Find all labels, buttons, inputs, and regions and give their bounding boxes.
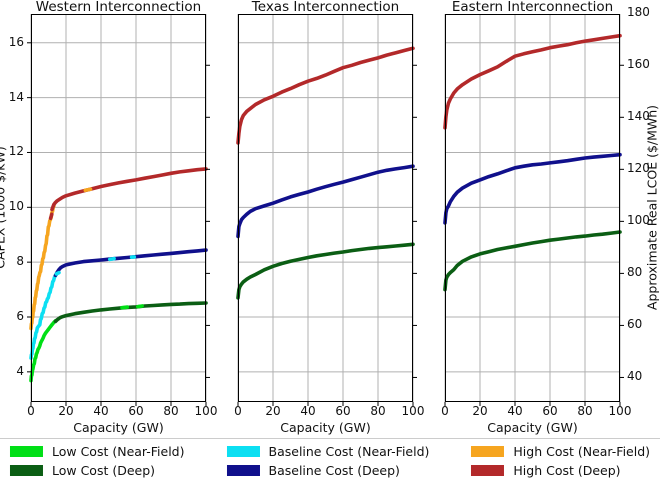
y-tick-label-lcoe: 140 bbox=[627, 109, 650, 124]
series-high-cost-deep bbox=[443, 33, 622, 130]
x-tick-label: 20 bbox=[265, 404, 281, 418]
panel-title-eastern: Eastern Interconnection bbox=[451, 0, 614, 15]
y-axis-label-lcoe: Approximate Real LCOE ($/MWh) bbox=[644, 104, 660, 311]
y-tick-label-capex: 14 bbox=[8, 89, 24, 104]
legend-label: High Cost (Near-Field) bbox=[513, 444, 651, 459]
x-tick-label: 0 bbox=[441, 404, 449, 418]
legend-item-baseline-deep: Baseline Cost (Deep) bbox=[226, 463, 430, 478]
x-axis-label-western: Capacity (GW) bbox=[73, 420, 164, 435]
y-tick-label-lcoe: 180 bbox=[627, 5, 650, 20]
panel-2 bbox=[443, 14, 624, 406]
y-tick-label-lcoe: 80 bbox=[627, 265, 643, 280]
legend-swatch-low-near bbox=[9, 446, 43, 457]
y-tick-label-capex: 4 bbox=[16, 363, 24, 378]
series-overlay-dash bbox=[54, 270, 61, 276]
legend-item-low-deep: Low Cost (Deep) bbox=[9, 463, 185, 478]
series-high-cost-deep bbox=[50, 167, 208, 212]
legend-label: High Cost (Deep) bbox=[513, 463, 621, 478]
legend-swatch-high-deep bbox=[471, 465, 505, 476]
series-high-cost-deep bbox=[236, 46, 415, 145]
series-baseline-cost-deep bbox=[53, 248, 208, 278]
y-axis-label-capex: CAPEX (1000 $/kW) bbox=[0, 146, 8, 269]
x-tick-label: 40 bbox=[300, 404, 316, 418]
x-tick-label: 60 bbox=[335, 404, 351, 418]
legend-swatch-baseline-near bbox=[226, 446, 260, 457]
x-tick-label: 100 bbox=[608, 404, 632, 418]
x-tick-label: 80 bbox=[370, 404, 386, 418]
series-low-cost-deep bbox=[443, 230, 622, 292]
y-tick-label-lcoe: 100 bbox=[627, 213, 650, 228]
legend-label: Baseline Cost (Deep) bbox=[268, 463, 400, 478]
y-tick-label-capex: 8 bbox=[16, 254, 24, 269]
axes-spines bbox=[31, 14, 206, 402]
x-tick-label: 80 bbox=[577, 404, 593, 418]
x-tick-label: 100 bbox=[401, 404, 425, 418]
y-tick-label-lcoe: 160 bbox=[627, 57, 650, 72]
legend-item-high-deep: High Cost (Deep) bbox=[471, 463, 650, 478]
x-tick-label: 100 bbox=[194, 404, 218, 418]
y-tick-label-lcoe: 60 bbox=[627, 317, 643, 332]
series-high-cost-near-field bbox=[29, 204, 56, 331]
panel-0 bbox=[27, 14, 210, 406]
panel-title-western: Western Interconnection bbox=[35, 0, 202, 15]
axes-spines bbox=[238, 14, 413, 402]
series-overlay-dash bbox=[108, 256, 116, 262]
x-axis-label-eastern: Capacity (GW) bbox=[487, 420, 578, 435]
legend: Low Cost (Near-Field) Low Cost (Deep) Ba… bbox=[0, 438, 660, 479]
series-low-cost-deep bbox=[53, 301, 208, 324]
x-tick-label: 0 bbox=[234, 404, 242, 418]
x-axis-label-texas: Capacity (GW) bbox=[280, 420, 371, 435]
legend-swatch-baseline-deep bbox=[226, 465, 260, 476]
x-tick-label: 40 bbox=[93, 404, 109, 418]
legend-item-baseline-near: Baseline Cost (Near-Field) bbox=[226, 444, 430, 459]
series-baseline-cost-deep bbox=[236, 164, 415, 239]
y-tick-label-lcoe: 120 bbox=[627, 161, 650, 176]
panel-title-texas: Texas Interconnection bbox=[251, 0, 400, 15]
x-tick-label: 0 bbox=[27, 404, 35, 418]
series-baseline-cost-deep bbox=[443, 152, 622, 225]
y-tick-label-capex: 16 bbox=[8, 34, 24, 49]
legend-label: Low Cost (Deep) bbox=[51, 463, 156, 478]
y-tick-label-capex: 6 bbox=[16, 308, 24, 323]
y-tick-label-lcoe: 40 bbox=[627, 369, 643, 384]
series-overlay-dash bbox=[83, 187, 93, 193]
series-overlay-dash bbox=[136, 304, 144, 309]
x-tick-label: 20 bbox=[58, 404, 74, 418]
axes-spines bbox=[445, 14, 620, 402]
series-overlay-dash bbox=[48, 212, 54, 221]
x-tick-label: 40 bbox=[507, 404, 523, 418]
x-tick-label: 80 bbox=[163, 404, 179, 418]
legend-swatch-high-near bbox=[471, 446, 505, 457]
legend-swatch-low-deep bbox=[9, 465, 43, 476]
legend-label: Baseline Cost (Near-Field) bbox=[268, 444, 430, 459]
y-tick-label-capex: 12 bbox=[8, 144, 24, 159]
y-tick-label-capex: 10 bbox=[8, 199, 24, 214]
series-low-cost-near-field bbox=[29, 318, 58, 383]
series-baseline-cost-near-field bbox=[29, 272, 59, 360]
legend-item-high-near: High Cost (Near-Field) bbox=[471, 444, 650, 459]
series-low-cost-deep bbox=[236, 242, 415, 300]
legend-item-low-near: Low Cost (Near-Field) bbox=[9, 444, 185, 459]
panel-1 bbox=[236, 14, 417, 406]
x-tick-label: 20 bbox=[472, 404, 488, 418]
legend-label: Low Cost (Near-Field) bbox=[51, 444, 185, 459]
x-tick-label: 60 bbox=[128, 404, 144, 418]
series-overlay-dash bbox=[120, 305, 130, 310]
x-tick-label: 60 bbox=[542, 404, 558, 418]
